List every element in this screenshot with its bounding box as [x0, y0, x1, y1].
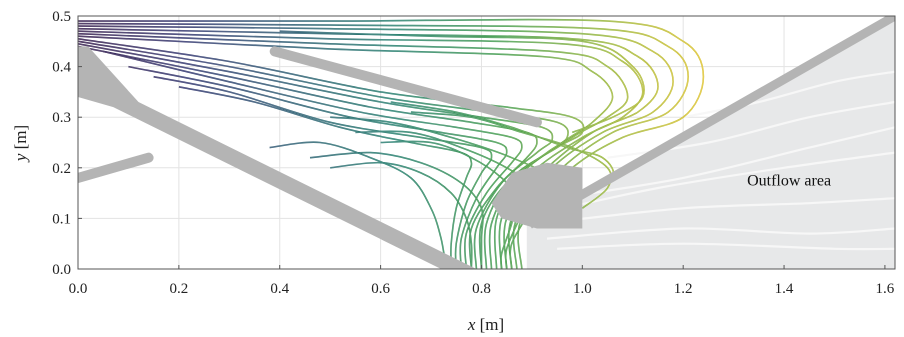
- plot-area: [78, 16, 895, 269]
- left-rod: [78, 152, 154, 183]
- x-tick-label: 1.4: [775, 281, 794, 297]
- x-tick-label: 0.6: [371, 281, 390, 297]
- x-tick-label: 0.2: [169, 281, 188, 297]
- y-axis-ticks: 0.0 0.1 0.2 0.3 0.4 0.5: [52, 9, 82, 278]
- x-axis-label: x [m]: [467, 315, 504, 334]
- streamline-highlight: [153, 76, 492, 269]
- x-tick-label: 1.2: [674, 281, 693, 297]
- streamline: [279, 30, 645, 134]
- y-axis-var: y: [11, 153, 30, 163]
- streamline: [309, 151, 484, 269]
- x-tick-label: 0.4: [270, 281, 289, 297]
- outflow-streak: [557, 242, 895, 251]
- streamline: [128, 65, 508, 269]
- y-tick-label: 0.5: [52, 9, 71, 25]
- outflow-streak: [546, 227, 895, 240]
- streamline-highlight: [330, 162, 472, 269]
- streamline-highlight: [279, 31, 645, 133]
- streamline-highlight: [128, 66, 507, 269]
- outflow-layer: [526, 21, 895, 269]
- y-tick-label: 0.2: [52, 161, 71, 177]
- x-tick-label: 0.0: [69, 281, 88, 297]
- streamlines: [78, 18, 705, 269]
- streamline: [78, 43, 554, 269]
- streamline-highlight: [78, 43, 553, 269]
- x-tick-label: 0.8: [472, 281, 491, 297]
- y-tick-label: 0.1: [52, 211, 71, 227]
- annotations: Outflow area: [747, 172, 831, 189]
- y-axis-unit: [m]: [11, 125, 30, 154]
- right-wall: [526, 16, 895, 229]
- streamline-highlight: [269, 142, 447, 269]
- streamline-highlight: [410, 111, 612, 209]
- plot-frame: [77, 15, 896, 270]
- outflow-streak: [682, 70, 895, 119]
- y-tick-label: 0.0: [52, 262, 71, 278]
- outflow-streak: [541, 151, 895, 215]
- streamline: [269, 141, 447, 269]
- streamline-highlight: [309, 152, 484, 269]
- outflow-region: [526, 21, 895, 269]
- x-tick-label: 1.0: [573, 281, 592, 297]
- y-axis-label: y [m]: [11, 125, 30, 163]
- x-axis-ticks: 0.0 0.2 0.4 0.6 0.8 1.0 1.2 1.4 1.6: [69, 265, 895, 297]
- x-axis-var: x: [467, 315, 476, 334]
- y-tick-label: 0.3: [52, 110, 71, 126]
- middle-blade: [269, 46, 542, 128]
- streamline: [153, 75, 493, 269]
- x-tick-label: 1.6: [876, 281, 895, 297]
- streamline: [330, 161, 473, 269]
- x-axis-unit: [m]: [475, 315, 504, 334]
- streamline: [410, 111, 613, 209]
- outflow-streak: [541, 197, 895, 225]
- y-tick-label: 0.4: [52, 60, 71, 76]
- annotation-outflow-area: Outflow area: [747, 172, 831, 189]
- obstacles: [78, 16, 895, 269]
- outflow-streak: [556, 126, 895, 200]
- outflow-streaks: [541, 70, 895, 251]
